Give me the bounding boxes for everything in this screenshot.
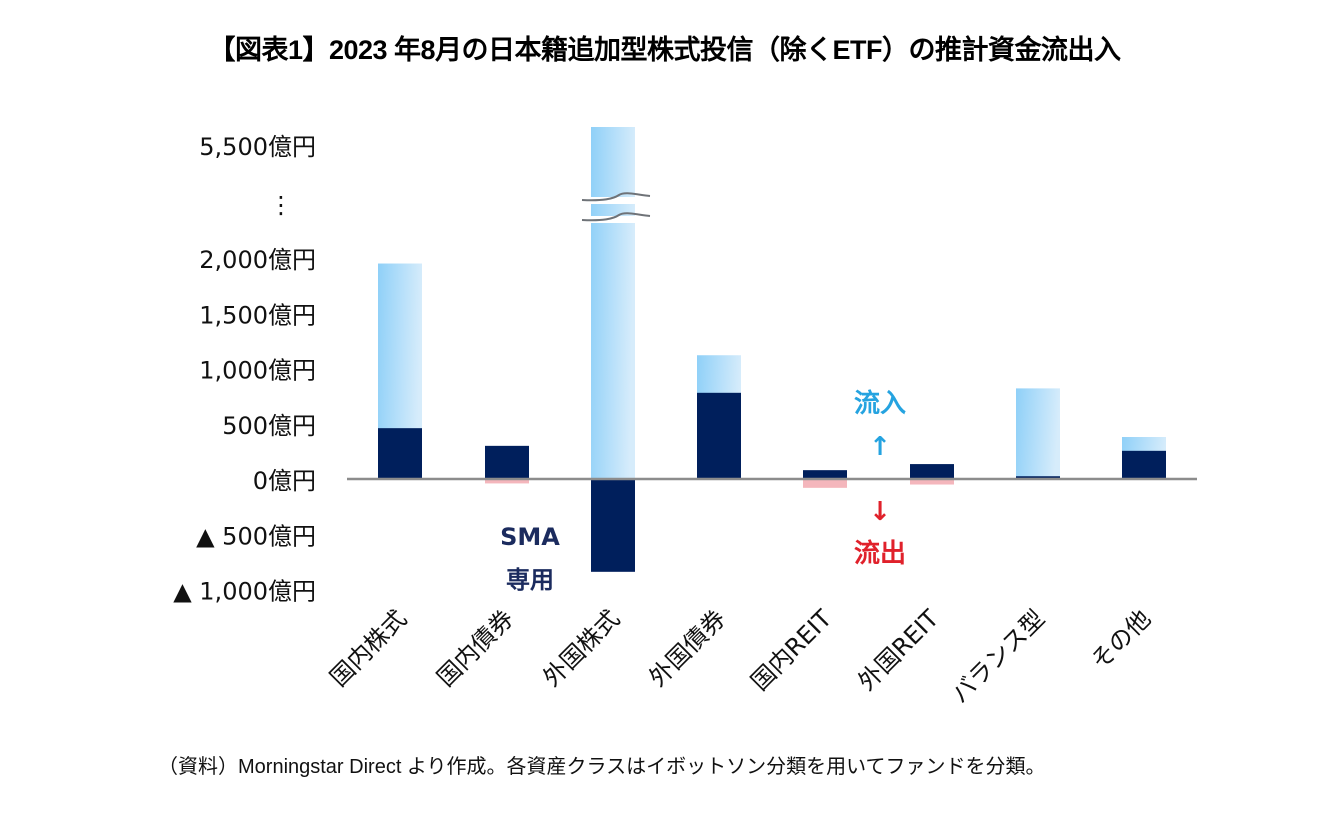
axis-break-line <box>581 192 651 202</box>
y-tick-label: 2,000億円 <box>199 246 316 274</box>
y-tick-label: ▲ 1,000億円 <box>173 578 316 606</box>
y-tick-label: 500億円 <box>222 412 316 440</box>
y-tick-label: 0億円 <box>253 467 316 495</box>
annotation-sma-line1: SMA <box>500 523 560 551</box>
annotations: SMA 専用 流入 ↑ ↓ 流出 <box>500 389 906 594</box>
x-tick-label: その他 <box>1086 604 1157 675</box>
bar-group <box>697 355 741 479</box>
x-tick-label: 国内債券 <box>432 604 520 692</box>
net-flow-bar <box>910 464 954 479</box>
bar-group <box>591 127 635 572</box>
annotation-outflow-label: 流出 <box>854 539 906 569</box>
x-tick-label: バランス型 <box>946 604 1050 708</box>
y-tick-label: 1,000億円 <box>199 357 316 385</box>
x-tick-label: 外国債券 <box>644 604 732 692</box>
x-tick-label: 国内REIT <box>746 604 838 696</box>
net-flow-bar <box>1122 450 1166 479</box>
net-flow-bar <box>1016 476 1060 479</box>
y-tick-label: 1,500億円 <box>199 301 316 329</box>
x-axis-ticks: 国内株式 国内債券 外国株式 外国債券 国内REIT 外国REIT バランス型 その他 <box>325 604 1157 709</box>
x-tick-label: 国内株式 <box>325 604 413 692</box>
net-flow-bar <box>697 392 741 479</box>
break-gap <box>583 216 651 223</box>
bar-group <box>378 263 422 479</box>
x-tick-label: 外国株式 <box>538 604 626 692</box>
y-tick-label: 5,500億円 <box>199 133 316 161</box>
bar-group <box>1016 388 1060 479</box>
net-flow-bar <box>378 428 422 479</box>
annotation-inflow-label: 流入 <box>854 389 906 419</box>
outflow-bar <box>803 479 847 488</box>
x-tick-label: 外国REIT <box>853 604 945 696</box>
bar-group <box>1122 437 1166 479</box>
inflow-bar <box>1016 388 1060 479</box>
net-flow-bar <box>485 445 529 479</box>
axis-break-line <box>581 212 651 222</box>
y-axis-ticks: 5,500億円 ⋮ 2,000億円 1,500億円 1,000億円 500億円 0億円 ▲ 5… <box>173 133 316 606</box>
bar-group <box>803 470 847 488</box>
annotation-outflow-arrow-icon: ↓ <box>869 497 891 527</box>
bars <box>378 127 1166 572</box>
bar-group <box>485 445 529 484</box>
net-flow-bar <box>803 470 847 479</box>
break-gap <box>583 197 651 204</box>
y-tick-label: ▲ 500億円 <box>196 522 316 550</box>
annotation-sma-line2: 専用 <box>506 566 554 594</box>
chart-title: 【図表1】2023 年8月の日本籍追加型株式投信（除くETF）の推計資金流出入 <box>208 35 1121 65</box>
source-note: （資料）Morningstar Direct より作成。各資産クラスはイボットソ… <box>158 756 1046 778</box>
inflow-bar <box>591 127 635 479</box>
outflow-bar <box>485 479 529 484</box>
axis-break-marks <box>581 192 651 223</box>
y-tick-label: ⋮ <box>269 191 293 219</box>
outflow-bar <box>910 479 954 485</box>
annotation-inflow-arrow-icon: ↑ <box>869 432 891 462</box>
bar-group <box>910 464 954 485</box>
net-flow-bar <box>591 479 635 572</box>
